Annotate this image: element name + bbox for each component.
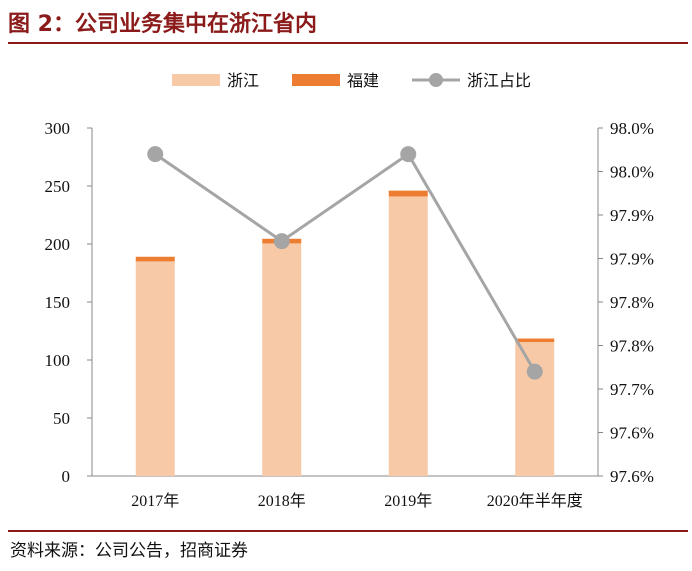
legend-marker — [429, 73, 443, 87]
bar-浙江 — [515, 342, 555, 476]
x-axis-tick-label: 2020年半年度 — [487, 492, 583, 510]
line-point — [400, 146, 417, 163]
bar-浙江 — [262, 243, 302, 476]
left-axis-tick-label: 50 — [53, 409, 70, 428]
left-axis-tick-label: 200 — [45, 235, 71, 254]
line-point — [526, 363, 543, 380]
bar-浙江 — [388, 196, 428, 476]
left-axis-tick-label: 150 — [45, 293, 71, 312]
bar-浙江 — [135, 261, 175, 476]
x-axis-tick-label: 2017年 — [131, 492, 179, 510]
left-axis-tick-label: 100 — [45, 351, 71, 370]
legend-label: 福建 — [347, 72, 379, 90]
left-axis-tick-label: 0 — [62, 467, 71, 486]
source-rule — [8, 530, 688, 532]
left-axis-tick-label: 250 — [45, 177, 71, 196]
right-axis-tick-label: 97.8% — [610, 337, 654, 356]
right-axis-tick-label: 97.9% — [610, 206, 654, 225]
line-point — [273, 233, 290, 250]
legend-swatch — [292, 74, 340, 86]
line-series — [154, 151, 537, 373]
figure-title: 图 2：公司业务集中在浙江省内 — [8, 12, 317, 37]
right-axis-tick-label: 97.7% — [610, 380, 654, 399]
source-note: 资料来源：公司公告，招商证券 — [10, 541, 248, 561]
bar-福建 — [515, 338, 555, 343]
right-axis-tick-label: 97.9% — [610, 250, 654, 269]
legend-label: 浙江占比 — [467, 72, 531, 90]
left-axis-tick-label: 300 — [45, 119, 71, 138]
right-axis-tick-label: 98.0% — [610, 163, 654, 182]
bar-福建 — [388, 190, 428, 197]
chart: 0 50 100 150 200 250 300 97.6% 97.6% 97.7% 97.8% 97… — [45, 72, 654, 510]
legend-swatch — [172, 74, 220, 86]
legend-label: 浙江 — [227, 72, 259, 90]
line-point — [147, 146, 164, 163]
right-axis-tick-label: 98.0% — [610, 119, 654, 138]
right-axis-tick-label: 97.6% — [610, 424, 654, 443]
bar-福建 — [135, 256, 175, 262]
right-axis-tick-label: 97.8% — [610, 293, 654, 312]
title-rule — [8, 42, 688, 44]
x-axis-tick-label: 2019年 — [384, 492, 432, 510]
right-axis-tick-label: 97.6% — [610, 467, 654, 486]
x-axis-tick-label: 2018年 — [258, 492, 306, 510]
